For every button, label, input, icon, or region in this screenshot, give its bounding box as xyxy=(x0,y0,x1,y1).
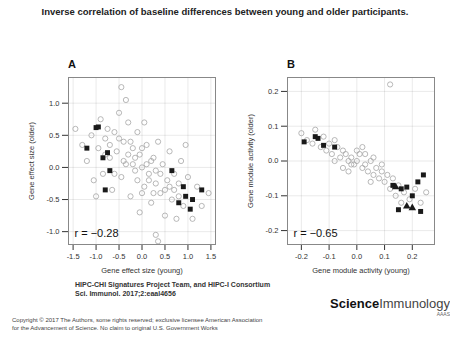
svg-text:1.0: 1.0 xyxy=(49,99,59,108)
svg-text:-0.5: -0.5 xyxy=(113,252,126,261)
svg-text:-1.5: -1.5 xyxy=(67,252,80,261)
svg-text:-0.2: -0.2 xyxy=(295,252,308,261)
html-text:HIPC-CHI Signatures Project Te: HIPC-CHI Signatures Project Team, and HI… xyxy=(75,281,271,288)
html-text:for the Advancement of Science: for the Advancement of Science. No claim… xyxy=(12,325,218,331)
svg-text:Gene module activity (older): Gene module activity (older) xyxy=(246,114,255,208)
svg-text:0.5: 0.5 xyxy=(49,131,59,140)
svg-text:0.0: 0.0 xyxy=(49,163,59,172)
svg-text:-0.2: -0.2 xyxy=(266,226,279,235)
svg-text:1.0: 1.0 xyxy=(183,252,193,261)
svg-text:0.0: 0.0 xyxy=(352,252,362,261)
svg-text:-0.1: -0.1 xyxy=(323,252,336,261)
svg-text:1.5: 1.5 xyxy=(206,252,216,261)
svg-text:0.5: 0.5 xyxy=(160,252,170,261)
html-text:B: B xyxy=(287,58,295,70)
svg-text:-0.1: -0.1 xyxy=(266,191,279,200)
svg-text:Gene effect size (older): Gene effect size (older) xyxy=(27,122,36,200)
svg-text:r = −0.28: r = −0.28 xyxy=(75,227,119,239)
svg-text:0.1: 0.1 xyxy=(268,122,278,131)
html-text:A: A xyxy=(68,58,76,70)
html-text:Sci. Immunol. 2017;2:eaal4656: Sci. Immunol. 2017;2:eaal4656 xyxy=(75,290,176,297)
svg-text:0.0: 0.0 xyxy=(137,252,147,261)
html-text:Science Immunology: Science Immunology xyxy=(330,296,450,311)
svg-text:0.2: 0.2 xyxy=(268,87,278,96)
svg-text:-1.0: -1.0 xyxy=(47,227,60,236)
html-text:Copyright © 2017 The Authors,: Copyright © 2017 The Authors, some right… xyxy=(12,317,263,323)
svg-text:0.2: 0.2 xyxy=(407,252,417,261)
svg-text:Gene module activity (young): Gene module activity (young) xyxy=(312,266,410,275)
html-text:AAAS: AAAS xyxy=(436,311,450,317)
svg-text:-0.5: -0.5 xyxy=(47,195,60,204)
html-text:Inverse correlation of baselin: Inverse correlation of baseline differen… xyxy=(41,6,409,17)
svg-text:Gene effect size (young): Gene effect size (young) xyxy=(101,266,183,275)
svg-text:0.0: 0.0 xyxy=(268,156,278,165)
svg-text:0.1: 0.1 xyxy=(379,252,389,261)
svg-text:-1.0: -1.0 xyxy=(90,252,103,261)
svg-text:r = −0.65: r = −0.65 xyxy=(294,227,338,239)
